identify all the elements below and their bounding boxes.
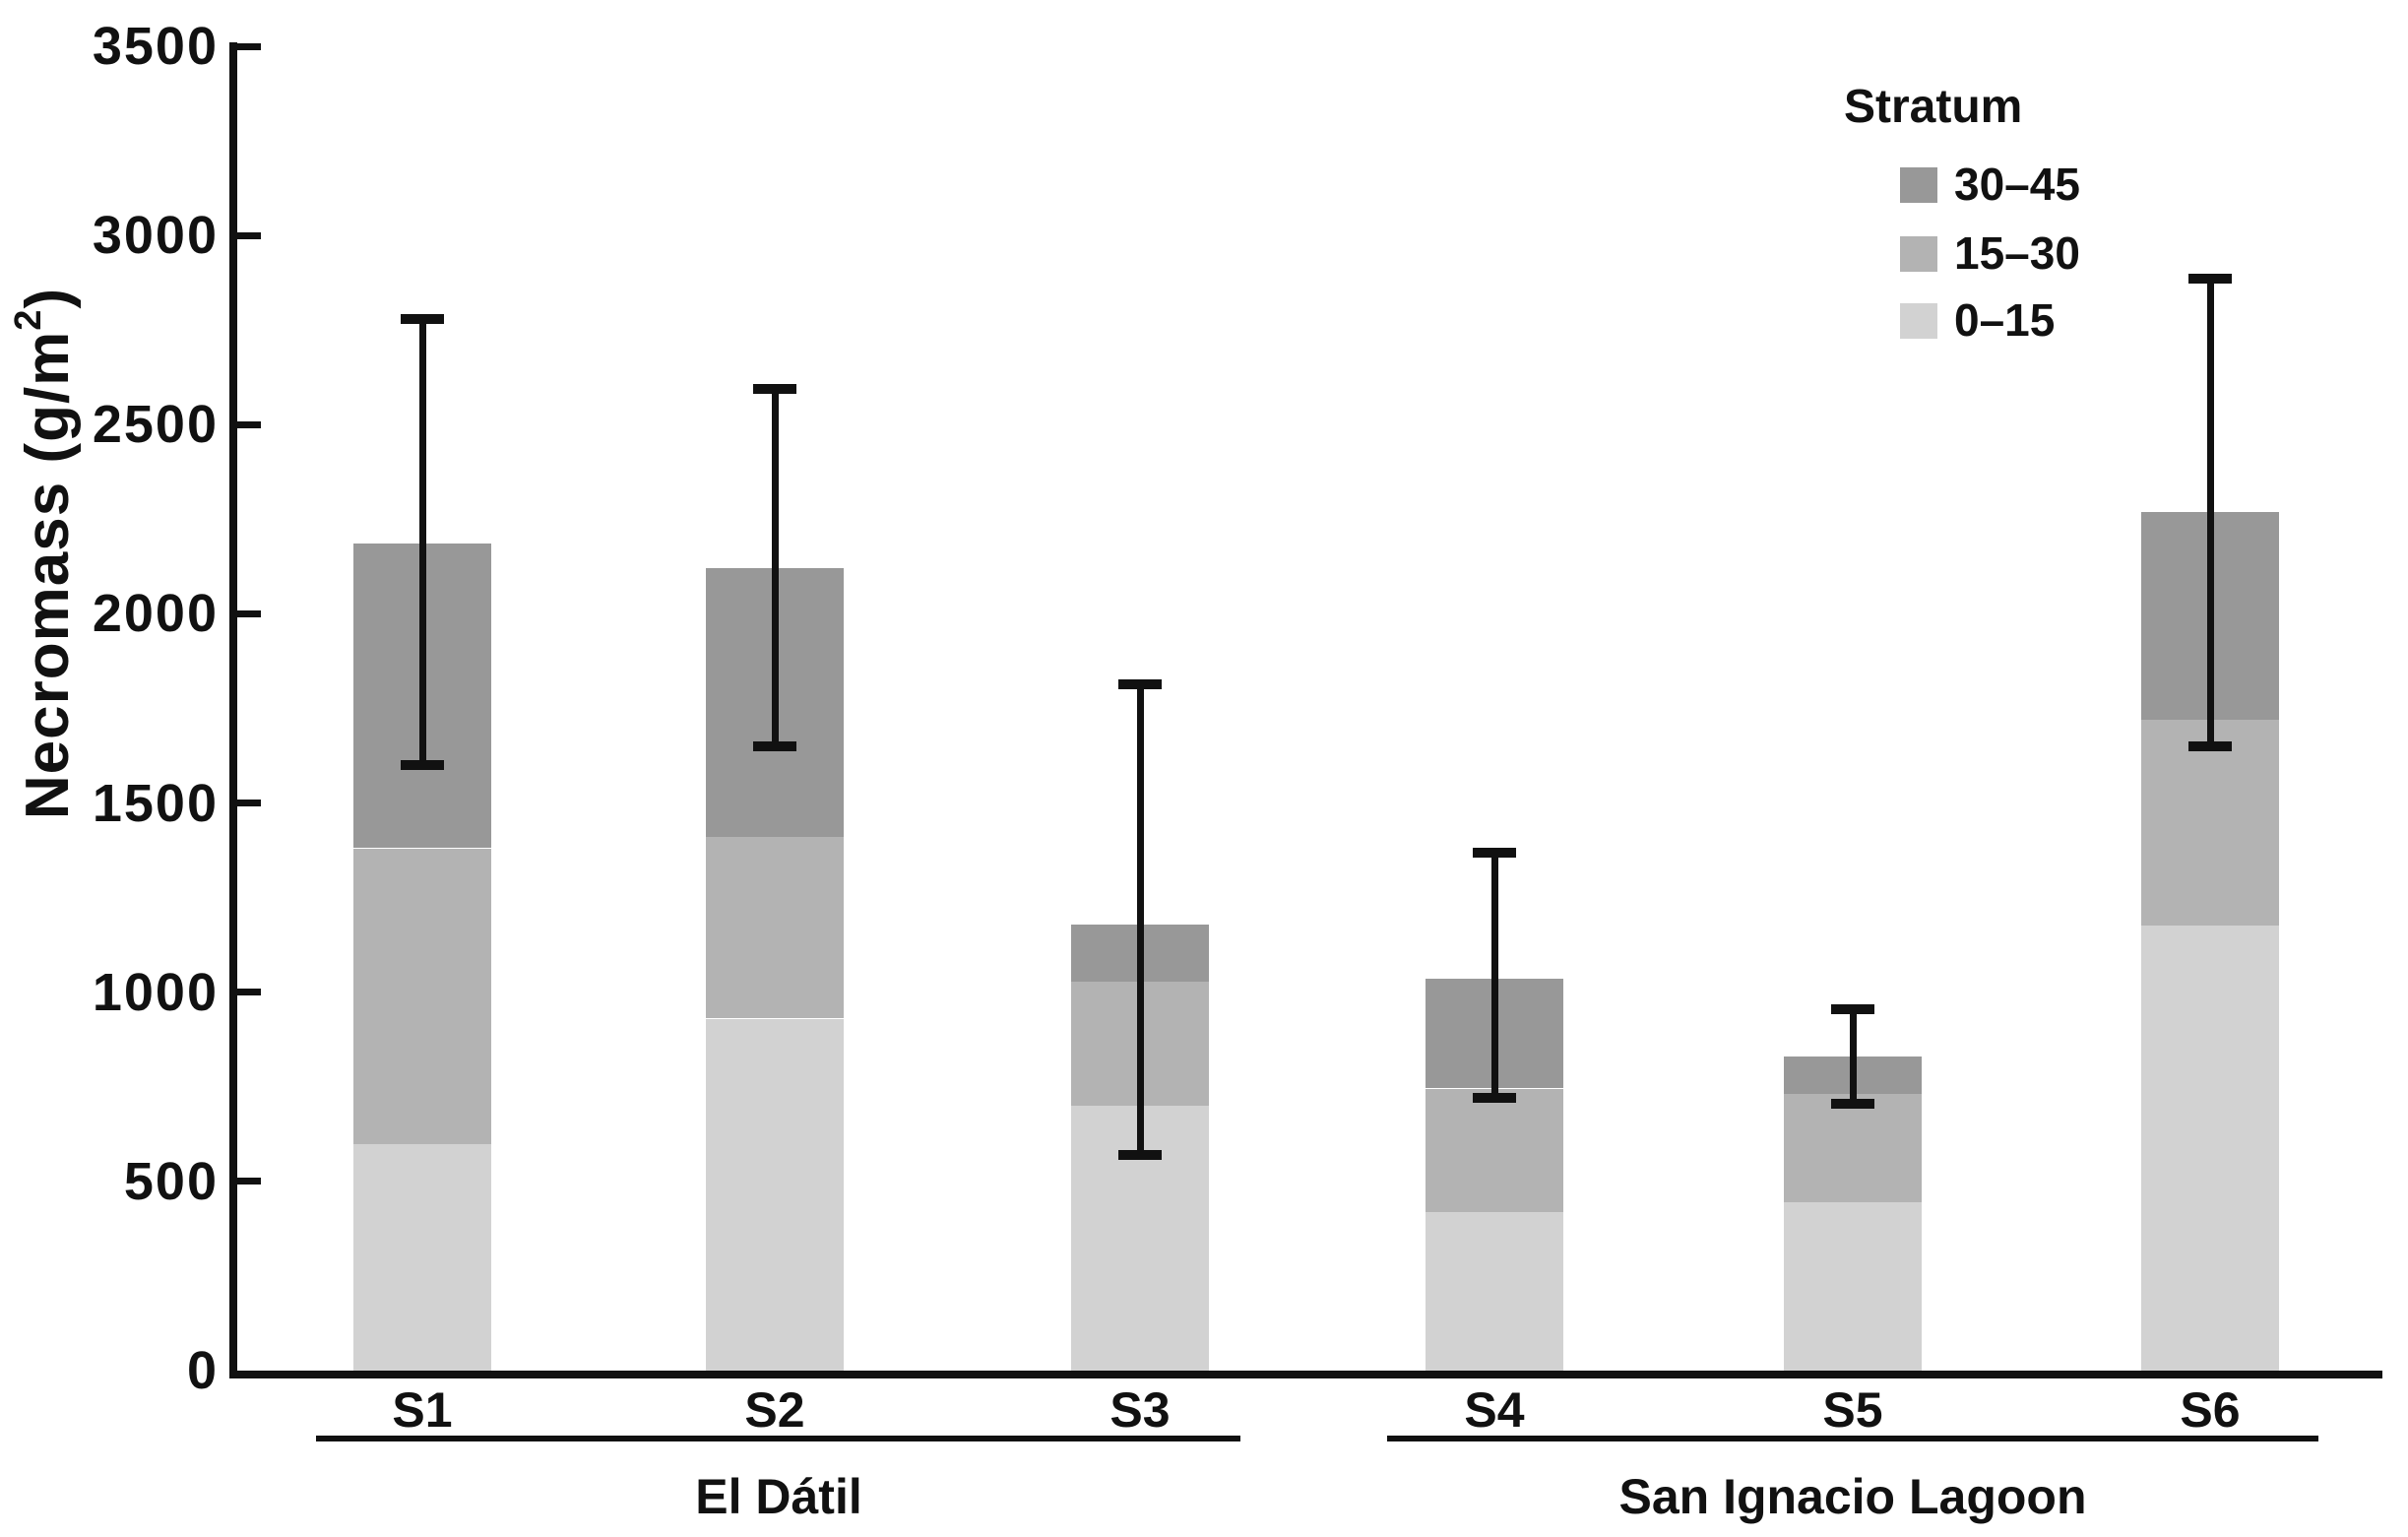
legend-title: Stratum: [1844, 81, 2023, 133]
group-underline: [1387, 1436, 2318, 1441]
error-bar-cap-lower: [1831, 1099, 1874, 1109]
bar-segment-15-30: [1784, 1094, 1922, 1202]
x-tick-label: S5: [1822, 1382, 1883, 1438]
legend-label: 0–15: [1954, 294, 2056, 346]
legend-swatch-icon: [1900, 167, 1937, 203]
error-bar-cap-upper: [2188, 274, 2232, 284]
error-bar-cap-lower: [2188, 741, 2232, 751]
x-axis-line: [229, 1371, 2382, 1378]
x-tick-label: S6: [2180, 1382, 2241, 1438]
bar-segment-15-30: [706, 837, 844, 1018]
bar-segment-15-30: [1426, 1089, 1563, 1212]
legend-swatch-icon: [1900, 236, 1937, 272]
y-tick-mark: [237, 421, 261, 428]
legend: Stratum 30–45 15–30 0–15: [1844, 81, 2257, 376]
bar-segment-0-15: [1426, 1212, 1563, 1371]
y-tick-mark: [237, 800, 261, 806]
error-bar-line: [419, 319, 426, 765]
x-tick-label: S1: [392, 1382, 453, 1438]
error-bar-cap-lower: [753, 741, 796, 751]
error-bar-cap-upper: [1118, 679, 1162, 689]
error-bar-cap-lower: [1118, 1150, 1162, 1160]
bar-segment-15-30: [353, 849, 491, 1144]
group-label: El Dátil: [695, 1469, 862, 1524]
y-tick-mark: [237, 610, 261, 617]
error-bar-cap-upper: [1473, 848, 1516, 858]
x-tick-label: S4: [1464, 1382, 1525, 1438]
bar-segment-0-15: [353, 1143, 491, 1371]
error-bar-line: [2207, 279, 2214, 746]
legend-row: 0–15: [1844, 297, 2257, 343]
bar-segment-0-15: [706, 1019, 844, 1371]
group-label: San Ignacio Lagoon: [1618, 1469, 2087, 1524]
y-tick-label: 3000: [92, 206, 219, 265]
legend-row: 30–45: [1844, 161, 2257, 207]
y-tick-label: 1500: [92, 774, 219, 833]
bar-segment-0-15: [1784, 1202, 1922, 1371]
x-tick-label: S3: [1109, 1382, 1171, 1438]
y-tick-mark: [237, 1178, 261, 1185]
y-tick-label: 0: [186, 1341, 219, 1400]
error-bar-cap-upper: [1831, 1004, 1874, 1014]
y-tick-label: 3500: [92, 17, 219, 76]
y-tick-mark: [237, 989, 261, 995]
y-tick-label: 2000: [92, 584, 219, 643]
legend-swatch-icon: [1900, 303, 1937, 339]
error-bar-cap-lower: [401, 760, 444, 770]
y-tick-label: 500: [123, 1152, 219, 1211]
error-bar-cap-upper: [401, 314, 444, 324]
y-tick-label: 1000: [92, 963, 219, 1022]
x-tick-label: S2: [744, 1382, 805, 1438]
error-bar-line: [1850, 1009, 1857, 1104]
y-tick-label: 2500: [92, 395, 219, 454]
legend-label: 30–45: [1954, 159, 2080, 210]
bar-segment-15-30: [2141, 720, 2279, 926]
group-underline: [316, 1436, 1240, 1441]
error-bar-line: [1137, 684, 1144, 1155]
error-bar-line: [1491, 853, 1498, 1099]
y-tick-mark: [237, 43, 261, 50]
y-axis-line: [229, 42, 237, 1375]
bar-segment-0-15: [2141, 926, 2279, 1371]
error-bar-cap-upper: [753, 384, 796, 394]
legend-row: 15–30: [1844, 230, 2257, 276]
error-bar-line: [772, 389, 779, 746]
y-tick-mark: [237, 232, 261, 239]
error-bar-cap-lower: [1473, 1093, 1516, 1103]
legend-label: 15–30: [1954, 227, 2080, 279]
